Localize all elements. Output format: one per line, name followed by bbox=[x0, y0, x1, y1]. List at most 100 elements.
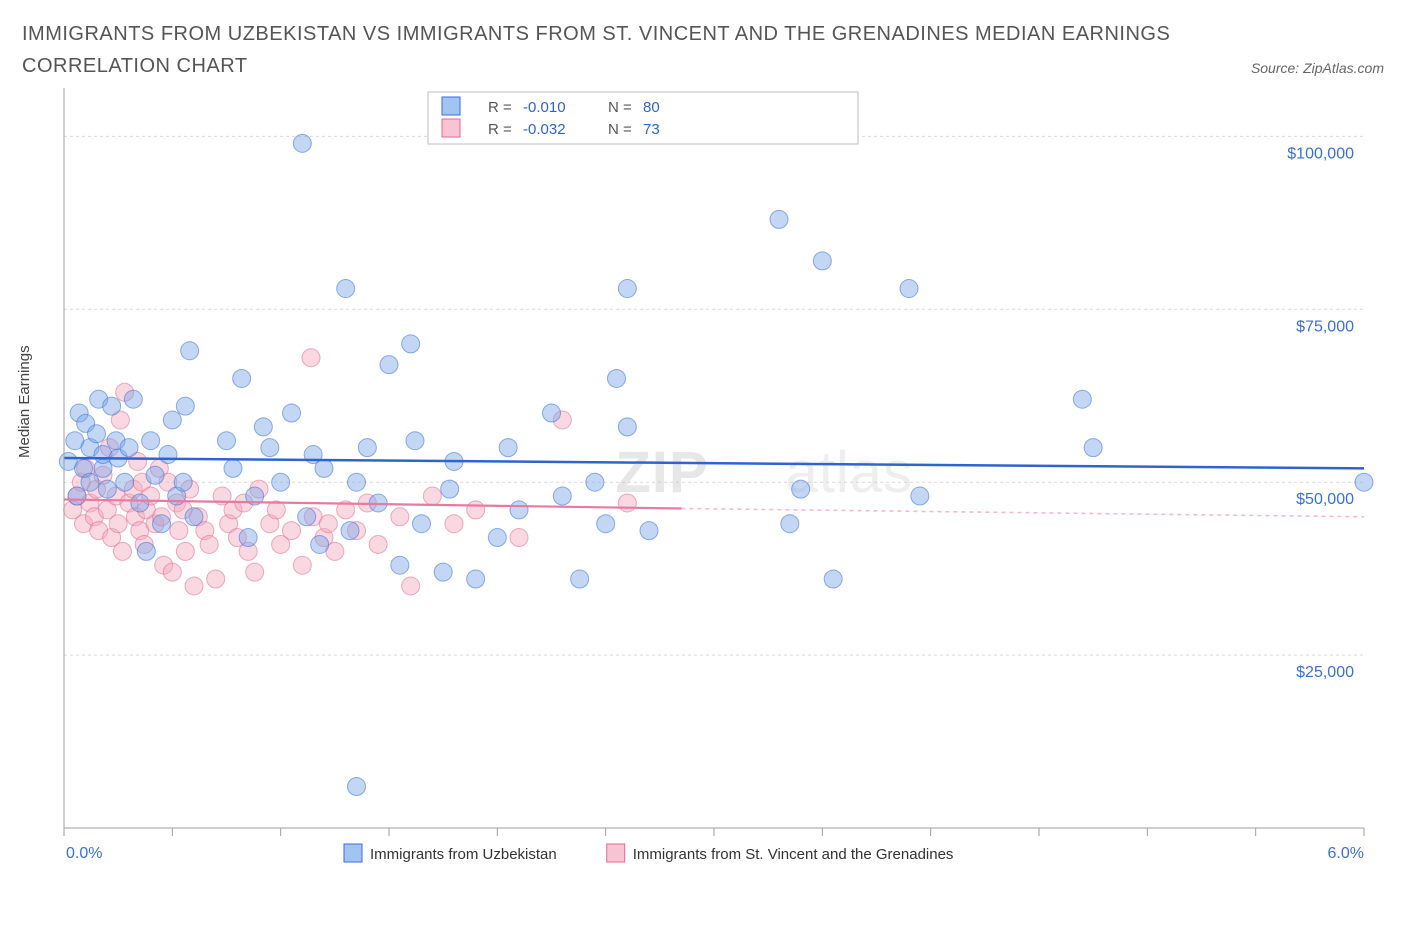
scatter-point-b bbox=[467, 501, 485, 519]
scatter-point-b bbox=[283, 522, 301, 540]
scatter-point-a bbox=[586, 473, 604, 491]
legend-label: Immigrants from St. Vincent and the Gren… bbox=[633, 846, 954, 863]
scatter-point-a bbox=[391, 556, 409, 574]
scatter-point-a bbox=[337, 280, 355, 298]
scatter-point-a bbox=[781, 515, 799, 533]
scatter-point-a bbox=[116, 473, 134, 491]
scatter-point-b bbox=[185, 577, 203, 595]
scatter-point-a bbox=[88, 425, 106, 443]
legend-r-value: -0.032 bbox=[523, 121, 566, 138]
scatter-point-a bbox=[640, 522, 658, 540]
scatter-point-a bbox=[315, 459, 333, 477]
scatter-point-a bbox=[146, 466, 164, 484]
scatter-point-a bbox=[176, 397, 194, 415]
scatter-point-a bbox=[618, 418, 636, 436]
scatter-point-a bbox=[239, 529, 257, 547]
scatter-point-a bbox=[434, 563, 452, 581]
y-tick-label: $75,000 bbox=[1296, 318, 1354, 335]
y-tick-label: $50,000 bbox=[1296, 491, 1354, 508]
scatter-point-a bbox=[311, 535, 329, 553]
legend-n-value: 73 bbox=[643, 121, 660, 138]
scatter-point-a bbox=[298, 508, 316, 526]
trend-line-a bbox=[64, 458, 1364, 468]
scatter-point-a bbox=[499, 439, 517, 457]
x-start-label: 0.0% bbox=[66, 845, 102, 862]
scatter-point-a bbox=[406, 432, 424, 450]
scatter-point-b bbox=[163, 563, 181, 581]
scatter-point-a bbox=[142, 432, 160, 450]
scatter-point-a bbox=[233, 369, 251, 387]
scatter-point-a bbox=[341, 522, 359, 540]
scatter-point-b bbox=[618, 494, 636, 512]
scatter-point-a bbox=[1073, 390, 1091, 408]
scatter-point-b bbox=[293, 556, 311, 574]
scatter-point-a bbox=[618, 280, 636, 298]
scatter-point-a bbox=[900, 280, 918, 298]
scatter-point-a bbox=[68, 487, 86, 505]
scatter-point-a bbox=[380, 356, 398, 374]
chart-title: IMMIGRANTS FROM UZBEKISTAN VS IMMIGRANTS… bbox=[22, 18, 1172, 82]
scatter-point-a bbox=[283, 404, 301, 422]
scatter-point-a bbox=[608, 369, 626, 387]
scatter-point-a bbox=[163, 411, 181, 429]
legend-label: Immigrants from Uzbekistan bbox=[370, 846, 557, 863]
legend-n-label: N = bbox=[608, 121, 632, 138]
scatter-point-a bbox=[402, 335, 420, 353]
legend-r-label: R = bbox=[488, 121, 512, 138]
scatter-point-a bbox=[543, 404, 561, 422]
scatter-point-b bbox=[200, 535, 218, 553]
scatter-point-a bbox=[488, 529, 506, 547]
scatter-point-a bbox=[120, 439, 138, 457]
y-axis-label: Median Earnings bbox=[16, 345, 33, 458]
source-credit: Source: ZipAtlas.com bbox=[1251, 60, 1384, 76]
scatter-point-a bbox=[218, 432, 236, 450]
scatter-point-a bbox=[911, 487, 929, 505]
scatter-point-a bbox=[510, 501, 528, 519]
scatter-point-b bbox=[109, 515, 127, 533]
scatter-point-a bbox=[441, 480, 459, 498]
scatter-point-a bbox=[358, 439, 376, 457]
scatter-point-a bbox=[137, 542, 155, 560]
scatter-point-a bbox=[181, 342, 199, 360]
scatter-point-a bbox=[261, 439, 279, 457]
scatter-point-a bbox=[159, 446, 177, 464]
scatter-point-a bbox=[1355, 473, 1373, 491]
scatter-point-a bbox=[824, 570, 842, 588]
scatter-point-b bbox=[114, 542, 132, 560]
y-tick-label: $25,000 bbox=[1296, 664, 1354, 681]
legend-swatch bbox=[607, 844, 625, 862]
legend-r-label: R = bbox=[488, 99, 512, 116]
scatter-point-a bbox=[153, 515, 171, 533]
scatter-point-a bbox=[770, 210, 788, 228]
scatter-point-a bbox=[467, 570, 485, 588]
scatter-point-b bbox=[176, 542, 194, 560]
scatter-point-a bbox=[98, 480, 116, 498]
legend-r-value: -0.010 bbox=[523, 99, 566, 116]
scatter-point-b bbox=[510, 529, 528, 547]
scatter-point-a bbox=[1084, 439, 1102, 457]
scatter-point-a bbox=[553, 487, 571, 505]
scatter-point-b bbox=[170, 522, 188, 540]
scatter-point-a bbox=[293, 134, 311, 152]
legend-n-label: N = bbox=[608, 99, 632, 116]
scatter-point-b bbox=[423, 487, 441, 505]
x-end-label: 6.0% bbox=[1328, 845, 1364, 862]
scatter-point-b bbox=[207, 570, 225, 588]
scatter-point-b bbox=[402, 577, 420, 595]
scatter-point-a bbox=[185, 508, 203, 526]
scatter-point-b bbox=[369, 535, 387, 553]
scatter-point-a bbox=[792, 480, 810, 498]
scatter-point-a bbox=[272, 473, 290, 491]
trend-line-b-ext bbox=[682, 508, 1365, 516]
source-name: ZipAtlas.com bbox=[1303, 60, 1384, 76]
scatter-point-a bbox=[413, 515, 431, 533]
source-prefix: Source: bbox=[1251, 60, 1303, 76]
scatter-point-a bbox=[571, 570, 589, 588]
scatter-point-a bbox=[348, 778, 366, 796]
scatter-point-a bbox=[348, 473, 366, 491]
scatter-point-a bbox=[174, 473, 192, 491]
scatter-point-a bbox=[81, 473, 99, 491]
scatter-chart: $25,000$50,000$75,000$100,000ZIPatlas0.0… bbox=[22, 88, 1384, 888]
scatter-point-b bbox=[302, 349, 320, 367]
legend-n-value: 80 bbox=[643, 99, 660, 116]
